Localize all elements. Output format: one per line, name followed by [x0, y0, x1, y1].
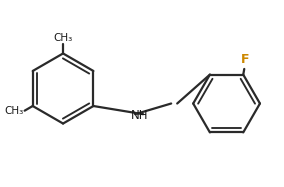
Text: NH: NH [130, 109, 148, 122]
Text: CH₃: CH₃ [53, 33, 73, 43]
Text: CH₃: CH₃ [4, 106, 24, 116]
Text: F: F [241, 53, 249, 66]
